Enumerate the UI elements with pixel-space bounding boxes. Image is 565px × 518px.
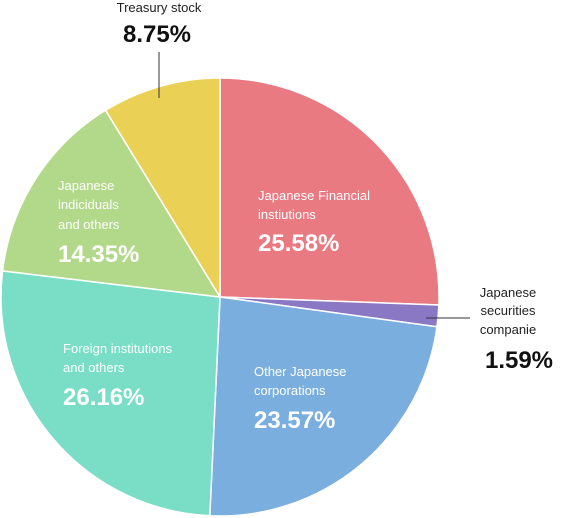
slice-label-individuals-line2: indiciduals [58,197,119,212]
pie-slice-japanese-financial [219,77,440,306]
slice-labels: Japanese Financial instiutions 25.58% Ja… [58,0,553,434]
slice-label-securities-line2: securities [481,303,536,318]
slice-label-japanese-financial-line2: instiutions [258,207,316,222]
slice-label-other-corporations-line1: Other Japanese [254,364,347,379]
slice-label-foreign-line2: and others [63,360,125,375]
slice-label-securities-line1: Japanese [480,285,536,300]
pie-slices [0,77,440,517]
slice-label-treasury: Treasury stock [117,0,202,15]
slice-label-securities-line3: companie [480,322,536,337]
slice-label-individuals-line3: and others [58,217,120,232]
leader-lines [158,52,470,319]
slice-label-foreign-line1: Foreign institutions [63,341,173,356]
slice-value-individuals: 14.35% [58,241,139,268]
pie-slice-individuals [1,109,221,298]
pie-slice-foreign [0,270,221,517]
slice-value-securities: 1.59% [485,347,553,374]
slice-value-other-corporations: 23.57% [254,407,335,434]
slice-label-other-corporations-line2: corporations [254,383,326,398]
slice-value-treasury: 8.75% [123,21,191,48]
pie-slice-other-corporations [209,296,438,517]
slice-label-individuals-line1: Japanese [58,178,114,193]
slice-label-japanese-financial-line1: Japanese Financial [258,188,370,203]
pie-slice-treasury [104,77,221,298]
slice-value-foreign: 26.16% [63,384,144,411]
slice-value-japanese-financial: 25.58% [258,230,339,257]
